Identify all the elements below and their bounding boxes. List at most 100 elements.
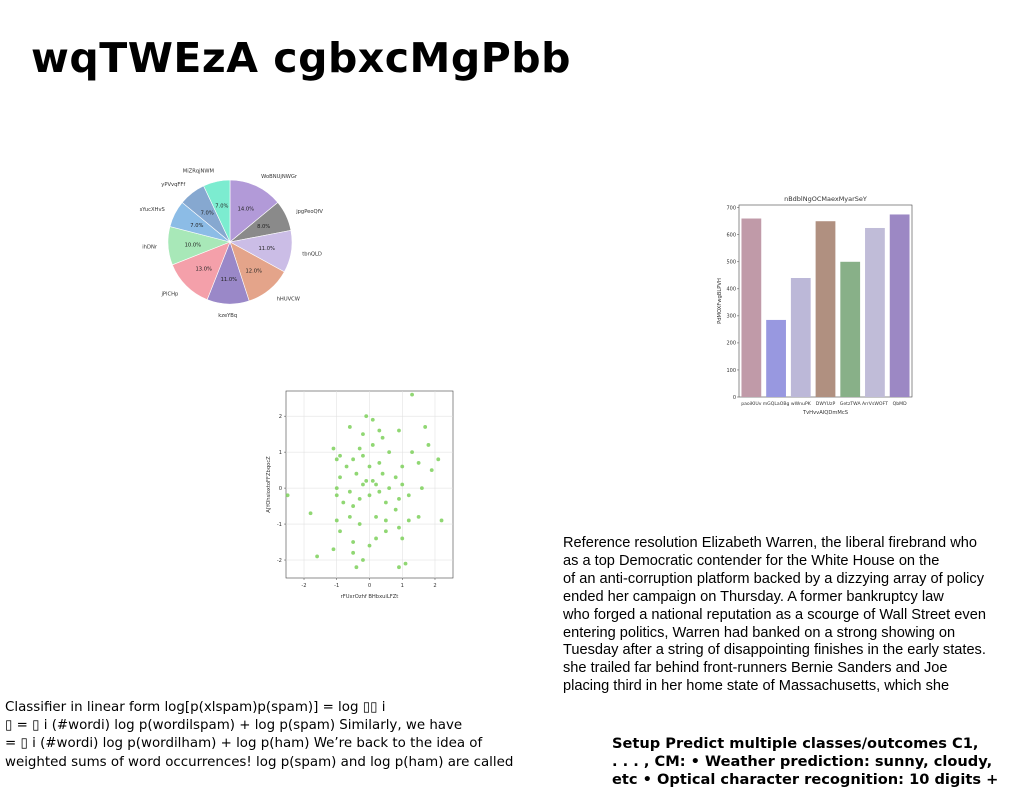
pie-slice-percent: 12.0% bbox=[245, 269, 262, 275]
scatter-point bbox=[397, 525, 401, 530]
bar-y-tick-label: 500 bbox=[726, 260, 736, 266]
scatter-x-axis-label: rFUxrOzhf BHbxuiLFZt bbox=[341, 594, 399, 600]
scatter-point bbox=[357, 446, 362, 451]
scatter-point bbox=[393, 475, 398, 480]
pie-slice-percent: 13.0% bbox=[195, 266, 212, 272]
pie-slice-label: tbnQLD bbox=[302, 251, 322, 257]
bar-x-tick-label: GetzTWA bbox=[840, 401, 862, 407]
scatter-point bbox=[393, 507, 398, 512]
scatter-point bbox=[354, 471, 359, 476]
scatter-point bbox=[397, 496, 401, 501]
scatter-point bbox=[387, 486, 392, 490]
scatter-x-tick-label: -1 bbox=[334, 583, 339, 589]
scatter-point bbox=[338, 529, 342, 534]
scatter-point bbox=[410, 392, 414, 397]
bar-x-tick-label: mGQLaOBg bbox=[763, 401, 790, 407]
scatter-y-tick-label: 1 bbox=[279, 450, 282, 456]
scatter-point bbox=[416, 461, 421, 465]
scatter-point bbox=[351, 504, 356, 508]
bar-y-tick-label: 400 bbox=[726, 287, 736, 293]
scatter-point bbox=[377, 461, 382, 465]
pie-slice-percent: 7.0% bbox=[201, 211, 214, 217]
scatter-point bbox=[416, 514, 421, 519]
bar-x-tick-label: paoiKIUv bbox=[741, 401, 762, 407]
bar-y-tick-label: 300 bbox=[726, 314, 736, 320]
scatter-point bbox=[347, 489, 352, 494]
bar-y-tick-label: 700 bbox=[726, 206, 736, 212]
setup-line: etc • Optical character recognition: 10 … bbox=[612, 771, 999, 788]
bar-y-tick-label: 200 bbox=[726, 341, 736, 347]
scatter-x-tick-label: 2 bbox=[433, 583, 436, 589]
paragraph-line: ended her campaign on Thursday. A former… bbox=[563, 588, 944, 605]
scatter-point bbox=[357, 522, 362, 526]
scatter-point bbox=[397, 428, 401, 433]
pie-slice-label: ihDNr bbox=[142, 245, 158, 251]
scatter-point bbox=[377, 428, 382, 433]
scatter-y-tick-label: -2 bbox=[277, 558, 282, 564]
page-title: wqTWEzA cgbxcMgPbb bbox=[31, 34, 571, 82]
scatter-x-tick-label: -2 bbox=[301, 583, 306, 589]
scatter-point bbox=[331, 547, 336, 552]
bar-chart-svg: nBdblNgOCMaexMyarSeY 0 100 200 300 400 500 600 7… bbox=[717, 195, 913, 416]
bar bbox=[790, 278, 811, 397]
pie-slice-label: MiZRqjNWM bbox=[183, 169, 214, 175]
scatter-y-tick-label: 0 bbox=[279, 486, 282, 492]
scatter-point bbox=[351, 550, 356, 555]
paragraph-line: of an anti-corruption platform backed by… bbox=[563, 570, 984, 587]
scatter-point bbox=[400, 464, 405, 469]
scatter-point bbox=[351, 540, 356, 544]
classifier-line: ▯ = ▯ i (#wordi) log p(wordilspam) + log… bbox=[5, 718, 463, 734]
pie-slice-label: yPVvqFFf bbox=[161, 182, 185, 188]
pie-slice-label: jPlCHp bbox=[160, 292, 179, 298]
scatter-point bbox=[436, 457, 441, 462]
paragraph-line: she trailed far behind front-runners Ber… bbox=[563, 660, 948, 677]
scatter-point bbox=[387, 450, 392, 455]
classifier-line: weighted sums of word occurrences! log p… bbox=[5, 754, 514, 770]
pie-slice-label: jpgPeoQfV bbox=[295, 209, 323, 215]
scatter-point bbox=[400, 482, 405, 487]
scatter-point bbox=[361, 432, 365, 437]
scatter-point bbox=[383, 500, 388, 505]
scatter-point bbox=[423, 425, 428, 429]
bar-x-tick-label: QbMD bbox=[893, 401, 907, 407]
scatter-point bbox=[439, 518, 444, 523]
scatter-point bbox=[334, 457, 339, 462]
scatter-point bbox=[406, 518, 411, 523]
bar-x-tick-label: ArrVsWOFT bbox=[862, 401, 888, 407]
scatter-point bbox=[351, 457, 356, 462]
scatter-point bbox=[361, 482, 365, 487]
scatter-point bbox=[377, 489, 382, 494]
bar-y-tick-label: 100 bbox=[726, 368, 736, 374]
pie-slice-percent: 7.0% bbox=[215, 204, 228, 210]
scatter-y-tick-label: -1 bbox=[277, 522, 282, 528]
paragraph-line: Reference resolution Elizabeth Warren, t… bbox=[563, 535, 977, 551]
scatter-point bbox=[370, 443, 375, 447]
scatter-point bbox=[429, 468, 434, 473]
bar bbox=[840, 261, 861, 397]
bar bbox=[815, 221, 836, 397]
scatter-x-tick-label: 0 bbox=[368, 583, 371, 589]
scatter-point bbox=[370, 417, 375, 422]
scatter-point bbox=[410, 450, 414, 455]
classifier-line: Classifier in linear form log[p(xlspam)p… bbox=[5, 700, 386, 715]
scatter-point bbox=[341, 500, 346, 505]
bar-x-axis-label: TvHvvAIQDmMcS bbox=[802, 410, 848, 416]
scatter-point bbox=[344, 464, 349, 469]
bar-x-tick-label: wWnuPK bbox=[791, 401, 812, 407]
scatter-point bbox=[331, 446, 336, 451]
scatter-point bbox=[367, 464, 372, 469]
classifier-note: Classifier in linear form log[p(xlspam)p… bbox=[5, 699, 565, 772]
pie-slice-percent: 11.0% bbox=[258, 246, 275, 252]
scatter-point bbox=[315, 554, 320, 559]
scatter-point bbox=[403, 561, 408, 566]
paragraph-line: entering politics, Warren had banked on … bbox=[563, 624, 956, 641]
bar bbox=[741, 218, 762, 397]
scatter-point bbox=[361, 558, 365, 562]
pie-slice bbox=[229, 179, 279, 243]
paragraph-line: who forged a national reputation as a sc… bbox=[563, 606, 986, 623]
pie-slice-label: hHUVCW bbox=[277, 296, 300, 302]
scatter-point bbox=[338, 475, 342, 480]
scatter-point bbox=[374, 514, 378, 519]
pie-slice-percent: 10.0% bbox=[185, 242, 202, 248]
pie-slice-percent: 8.0% bbox=[257, 224, 270, 230]
